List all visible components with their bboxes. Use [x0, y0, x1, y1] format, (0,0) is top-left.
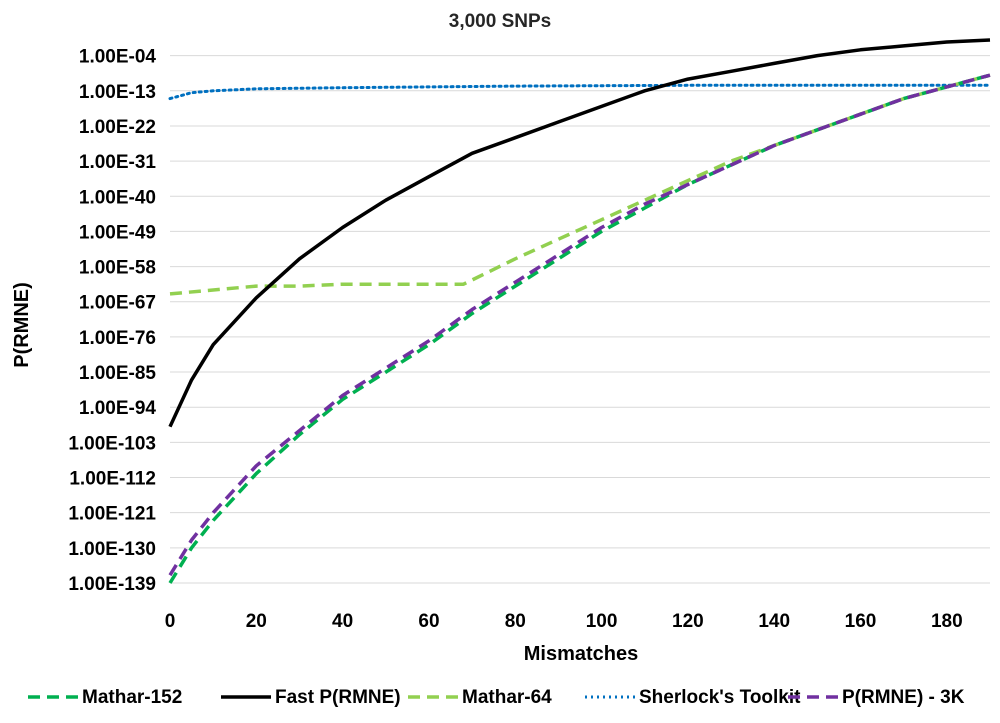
- legend: Mathar-152 Fast P(RMNE) Mathar-64 Sherlock'…: [28, 687, 965, 708]
- x-tick-label: 40: [332, 611, 353, 632]
- x-tick-label: 100: [586, 611, 618, 632]
- x-tick-label: 80: [505, 611, 526, 632]
- series-line-mathar-64: [169, 73, 991, 296]
- y-tick-label: 1.00E-121: [68, 504, 156, 525]
- series-line-sherlock-s-toolkit: [168, 83, 992, 101]
- legend-label: Mathar-64: [462, 687, 552, 708]
- legend-label: Sherlock's Toolkit: [639, 687, 801, 708]
- series-line-fast-p-rmne: [168, 38, 991, 428]
- y-tick-label: 1.00E-31: [79, 152, 157, 173]
- y-tick-label: 1.00E-112: [69, 469, 156, 490]
- legend-label: Mathar-152: [82, 687, 182, 708]
- y-tick-label: 1.00E-94: [79, 398, 157, 419]
- y-axis-title: P(RMNE): [11, 282, 33, 368]
- x-tick-label: 60: [418, 611, 439, 632]
- series-line-p-rmne-3k: [168, 73, 991, 577]
- y-tick-label: 1.00E-103: [68, 433, 156, 454]
- x-tick-label: 0: [165, 611, 176, 632]
- y-tick-label: 1.00E-22: [79, 117, 156, 138]
- x-tick-label: 140: [758, 611, 790, 632]
- y-tick-label: 1.00E-85: [79, 363, 157, 384]
- y-tick-label: 1.00E-139: [68, 574, 156, 595]
- y-tick-label: 1.00E-58: [79, 258, 156, 279]
- series-line-mathar-152: [168, 73, 991, 584]
- y-tick-label: 1.00E-40: [79, 187, 156, 208]
- chart-title: 3,000 SNPs: [449, 11, 551, 32]
- x-tick-label: 160: [845, 611, 877, 632]
- x-axis-ticks: 0 20 40 60 80 100 120 140 160 180: [165, 611, 963, 632]
- x-tick-label: 120: [672, 611, 704, 632]
- x-axis-title: Mismatches: [524, 643, 639, 665]
- y-axis-ticks: 1.00E-04 1.00E-13 1.00E-22 1.00E-31 1.00E-40…: [68, 47, 156, 595]
- y-tick-label: 1.00E-130: [68, 539, 156, 560]
- y-tick-label: 1.00E-76: [79, 328, 156, 349]
- legend-label: P(RMNE) - 3K: [842, 687, 965, 708]
- y-tick-label: 1.00E-04: [79, 47, 157, 68]
- y-tick-label: 1.00E-49: [79, 222, 156, 243]
- x-tick-label: 180: [931, 611, 963, 632]
- gridlines: [170, 55, 990, 584]
- y-tick-label: 1.00E-13: [79, 82, 156, 103]
- x-tick-label: 20: [246, 611, 267, 632]
- series-lines: [168, 38, 992, 584]
- legend-label: Fast P(RMNE): [275, 687, 401, 708]
- y-tick-label: 1.00E-67: [79, 293, 156, 314]
